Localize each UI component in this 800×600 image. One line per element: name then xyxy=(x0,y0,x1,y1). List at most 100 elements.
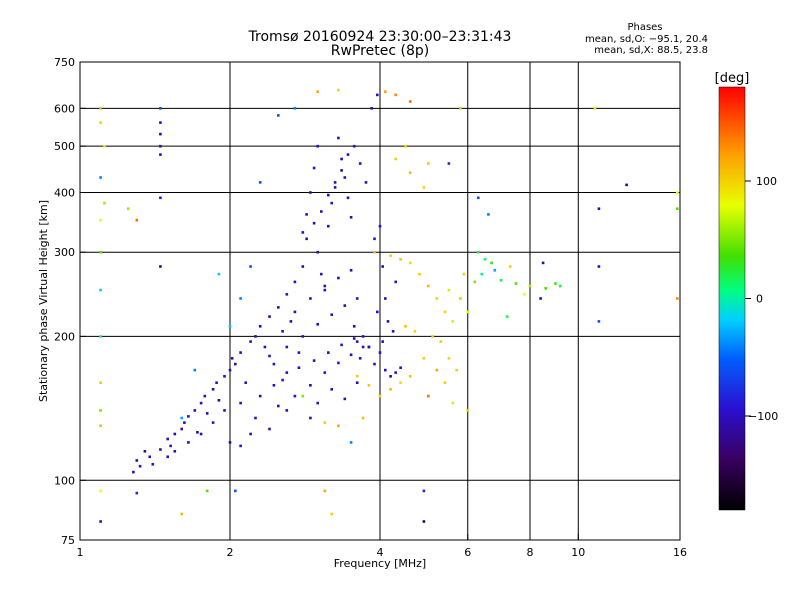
data-point xyxy=(477,196,480,200)
data-point xyxy=(422,489,426,493)
data-point xyxy=(99,335,102,338)
data-point xyxy=(499,279,503,282)
colorbar-tick-label: −100 xyxy=(748,410,778,423)
data-point xyxy=(183,421,186,424)
x-tick-label: 10 xyxy=(571,546,585,559)
data-point xyxy=(135,491,139,495)
data-point xyxy=(180,416,183,420)
stats-x-mode: mean, sd,X: 88.5, 23.8 xyxy=(594,45,708,56)
data-point xyxy=(439,340,443,343)
y-tick-labels: 75 100 200 300 400 500 600 750 xyxy=(54,56,75,547)
data-point xyxy=(487,213,490,216)
x-tick-label: 2 xyxy=(227,546,234,559)
data-point xyxy=(443,381,447,384)
data-point xyxy=(373,362,376,366)
data-point xyxy=(443,310,447,314)
y-axis-label: Stationary phase Virtual Height [km] xyxy=(37,200,50,402)
data-point xyxy=(99,288,102,292)
data-point xyxy=(447,162,451,165)
data-point xyxy=(451,320,455,323)
data-point xyxy=(508,265,512,268)
data-point xyxy=(349,441,353,444)
data-point xyxy=(408,171,412,174)
data-point xyxy=(99,218,102,222)
data-point xyxy=(352,337,356,340)
data-point xyxy=(316,401,319,405)
colorbar: [deg] 100 0 −100 xyxy=(715,71,778,511)
data-point xyxy=(173,432,177,436)
data-point xyxy=(323,371,327,374)
data-point xyxy=(217,399,221,402)
data-point xyxy=(301,335,305,338)
data-point xyxy=(358,357,362,360)
data-point xyxy=(593,107,597,110)
data-point xyxy=(293,107,297,110)
x-tick-label: 1 xyxy=(77,546,84,559)
data-point xyxy=(435,297,439,300)
data-point xyxy=(215,381,218,384)
data-point xyxy=(378,351,382,354)
data-point xyxy=(399,381,402,384)
data-point xyxy=(239,444,242,448)
data-point xyxy=(355,381,359,384)
colorbar-ticks: 100 0 −100 xyxy=(745,175,778,423)
data-point xyxy=(223,409,226,412)
data-point xyxy=(159,448,162,451)
data-point xyxy=(343,176,347,179)
data-point xyxy=(323,489,327,493)
data-point xyxy=(337,424,340,428)
data-point xyxy=(523,293,526,296)
data-point xyxy=(361,345,365,349)
data-point xyxy=(367,345,371,349)
data-point xyxy=(211,388,215,391)
data-point xyxy=(239,401,242,405)
data-point xyxy=(239,297,242,300)
data-point xyxy=(316,323,319,326)
stats-heading: Phases xyxy=(627,22,662,33)
data-point xyxy=(399,258,402,261)
data-point xyxy=(431,335,434,338)
data-point xyxy=(277,114,280,117)
data-point xyxy=(384,368,387,372)
data-point xyxy=(394,371,397,374)
data-point xyxy=(676,297,679,300)
data-point xyxy=(312,166,316,170)
x-tick-labels: 1 2 4 6 8 10 16 xyxy=(77,546,688,559)
data-point xyxy=(316,144,319,148)
data-point xyxy=(138,464,142,468)
data-point xyxy=(103,201,106,205)
chart-subtitle: RwPretec (8p) xyxy=(331,43,429,59)
data-point xyxy=(370,107,373,110)
data-point xyxy=(408,375,412,378)
data-point xyxy=(422,520,426,523)
data-point xyxy=(358,162,362,165)
data-points xyxy=(99,88,679,523)
data-point xyxy=(394,157,397,161)
data-point xyxy=(330,512,333,516)
data-point xyxy=(413,330,417,333)
data-point xyxy=(249,340,252,343)
data-point xyxy=(228,325,232,328)
data-point xyxy=(151,463,155,466)
data-point xyxy=(346,196,350,200)
data-point xyxy=(159,132,162,136)
data-point xyxy=(323,421,327,424)
data-point xyxy=(435,368,439,372)
data-point xyxy=(490,261,493,265)
data-point xyxy=(376,310,379,314)
data-point xyxy=(249,432,252,436)
data-point xyxy=(528,284,532,288)
data-point xyxy=(289,320,293,323)
data-point xyxy=(378,224,382,228)
x-axis-label: Frequency [MHz] xyxy=(334,557,426,570)
data-point xyxy=(466,409,469,412)
data-point xyxy=(364,181,368,184)
y-tick-label: 500 xyxy=(54,140,75,153)
data-point xyxy=(312,359,316,362)
data-point xyxy=(199,432,203,436)
data-point xyxy=(558,284,562,288)
data-point xyxy=(199,401,203,405)
data-point xyxy=(228,368,232,372)
data-point xyxy=(187,415,190,418)
